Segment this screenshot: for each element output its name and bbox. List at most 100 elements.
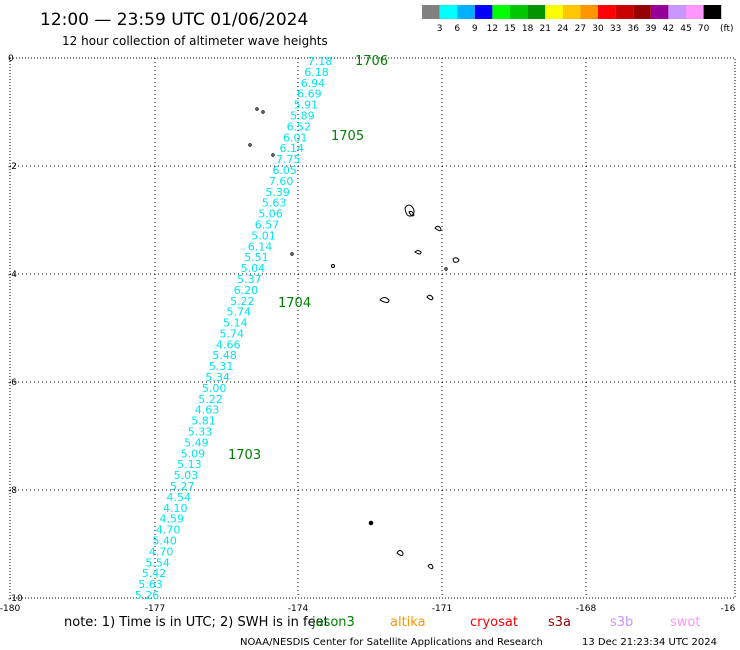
legend-swatch — [545, 5, 563, 19]
swh-value-label: 5.40 — [152, 535, 177, 548]
island — [331, 264, 335, 268]
swh-value-label: 6.52 — [287, 120, 312, 133]
map-frame — [9, 57, 736, 599]
swh-value-label: 5.74 — [219, 327, 244, 340]
mission-label: jason3 — [311, 615, 355, 630]
legend-swatch — [457, 5, 475, 19]
y-tick-label: -2 — [8, 162, 17, 172]
island — [379, 297, 390, 303]
swh-value-label: 5.03 — [174, 469, 199, 482]
swh-value-label: 5.81 — [191, 415, 216, 428]
y-tick-label: 0 — [8, 54, 14, 64]
legend-label: 3 — [437, 24, 443, 34]
legend-swatch — [615, 5, 634, 19]
swh-value-label: 5.22 — [198, 393, 223, 406]
legend-swatch — [703, 5, 722, 19]
time-label: 1705 — [331, 129, 364, 144]
swh-value-label: 6.18 — [304, 66, 329, 79]
island — [261, 110, 265, 114]
swh-value-label: 5.48 — [212, 349, 237, 362]
island — [414, 250, 422, 255]
swh-value-label: 5.04 — [241, 262, 266, 275]
swh-value-label: 5.06 — [258, 208, 283, 221]
x-tick-label: -177 — [145, 604, 165, 614]
legend-label: 12 — [487, 24, 498, 34]
island — [248, 143, 252, 147]
island — [271, 153, 275, 157]
swh-value-label: 5.37 — [237, 273, 262, 286]
legend-swatch — [474, 5, 493, 19]
legend-swatch — [562, 5, 581, 19]
map-subtitle: 12 hour collection of altimeter wave hei… — [62, 34, 328, 48]
swh-value-label: 5.13 — [177, 458, 202, 471]
mission-label: swot — [670, 615, 700, 630]
island — [444, 267, 448, 271]
swh-value-label: 5.91 — [294, 99, 319, 112]
swh-value-label: 6.69 — [297, 88, 322, 101]
swh-value-label: 5.26 — [135, 589, 160, 602]
map-title: 12:00 — 23:59 UTC 01/06/2024 — [40, 10, 308, 30]
legend-label: 9 — [472, 24, 478, 34]
legend-label: 70 — [698, 24, 710, 34]
swh-value-label: 4.54 — [167, 491, 192, 504]
grid-lines — [10, 58, 735, 598]
swh-value-label: 7.60 — [269, 175, 294, 188]
x-tick-label: -174 — [288, 604, 309, 614]
swh-value-label: 5.51 — [244, 251, 269, 264]
time-labels: 1706 1705 1704 1703 — [228, 54, 388, 463]
swh-value-label: 5.00 — [202, 382, 227, 395]
island — [426, 294, 434, 301]
swh-value-label: 5.31 — [209, 360, 234, 373]
swh-value-label: 5.22 — [230, 295, 255, 308]
island — [368, 520, 374, 526]
mission-label: s3b — [610, 615, 633, 630]
islands — [248, 107, 460, 570]
mission-label: cryosat — [470, 615, 518, 630]
island — [452, 257, 460, 263]
swh-value-label: 5.09 — [181, 447, 206, 460]
swh-value-label: 5.74 — [227, 306, 252, 319]
footer-note: note: 1) Time is in UTC; 2) SWH is in fe… — [64, 615, 329, 630]
legend-label: 30 — [592, 24, 604, 34]
island — [404, 204, 415, 217]
swh-value-label: 7.18 — [308, 55, 333, 68]
x-tick-label: -168 — [576, 604, 597, 614]
time-label: 1704 — [278, 296, 311, 311]
legend-label: 45 — [680, 24, 691, 34]
footer-credit: NOAA/NESDIS Center for Satellite Applica… — [240, 637, 543, 648]
legend-unit: (ft) — [720, 24, 734, 34]
swh-value-label: 5.54 — [145, 556, 170, 569]
island — [290, 252, 294, 256]
legend-label: 39 — [645, 24, 657, 34]
island — [255, 107, 259, 111]
swh-value-label: 6.57 — [255, 218, 280, 231]
legend-label: 36 — [627, 24, 639, 34]
x-tick-label: -180 — [0, 604, 20, 614]
y-tick-label: -10 — [8, 594, 23, 604]
legend-swatch — [422, 5, 440, 19]
swh-value-label: 5.14 — [223, 317, 248, 330]
island — [408, 210, 415, 217]
island — [427, 563, 434, 570]
swh-value-label: 4.59 — [159, 513, 184, 526]
swh-value-label: 6.20 — [234, 284, 259, 297]
legend-swatch — [510, 5, 528, 19]
x-tick-label: -171 — [432, 604, 452, 614]
time-label: 1706 — [355, 54, 388, 69]
legend-label: 6 — [454, 24, 460, 34]
y-axis-ticks: 0 -2 -4 -6 -8 -10 — [8, 54, 23, 604]
swh-value-label: 5.42 — [142, 567, 167, 580]
y-tick-label: -8 — [8, 486, 17, 496]
swh-value-label: 5.27 — [170, 480, 195, 493]
island — [434, 225, 442, 232]
swh-value-label: 6.05 — [272, 164, 297, 177]
swh-value-label: 4.66 — [216, 338, 241, 351]
y-tick-label: -6 — [8, 378, 17, 388]
x-axis-ticks: -180 -177 -174 -171 -168 -16 — [0, 604, 736, 614]
legend-swatch — [527, 5, 546, 19]
legend-label: 42 — [663, 24, 674, 34]
legend-swatch — [686, 5, 704, 19]
y-tick-label: -4 — [8, 270, 17, 280]
swh-value-label: 6.14 — [280, 142, 305, 155]
